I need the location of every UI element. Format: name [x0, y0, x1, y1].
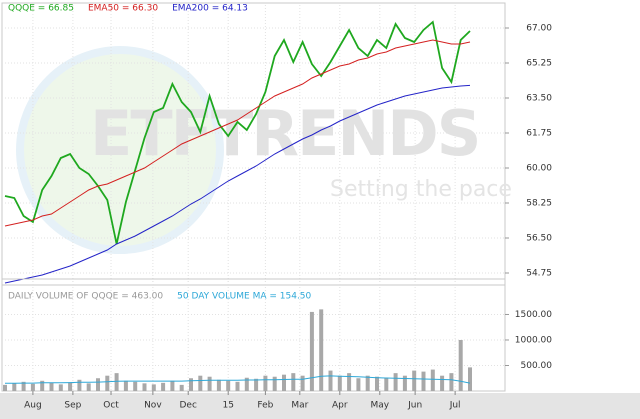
x-tick-label: 15 [222, 401, 233, 411]
volume-bar [254, 378, 259, 391]
volume-bar [300, 375, 305, 391]
y-tick-label: 58.25 [526, 199, 552, 209]
volume-bar [421, 371, 426, 391]
volume-bar [412, 370, 417, 391]
volume-bar [49, 382, 54, 391]
volume-bar [114, 373, 119, 391]
volume-bar [458, 339, 463, 391]
x-tick-label: Sep [64, 401, 81, 411]
volume-bar [235, 381, 240, 391]
x-tick-label: Jul [449, 401, 461, 411]
x-tick-label: May [370, 401, 389, 411]
y-tick-label: 56.50 [526, 234, 552, 244]
y-tick-label: 60.00 [526, 164, 552, 174]
volume-bar [105, 375, 110, 391]
volume-bar [244, 377, 249, 391]
x-tick-label: Feb [257, 401, 273, 411]
x-tick-label: Dec [179, 401, 196, 411]
series-line [5, 375, 471, 384]
volume-bar [151, 384, 156, 391]
volume-bar [468, 367, 472, 391]
volume-bar [21, 381, 26, 391]
y-tick-label: 54.75 [526, 269, 552, 279]
watermark-tagline: Setting the pace [330, 177, 512, 202]
volume-bar [319, 309, 324, 391]
volume-bar [263, 375, 268, 391]
legend-entry: QQQE = 66.85 [8, 4, 74, 14]
x-tick-label: Apr [332, 401, 348, 411]
volume-bar [142, 383, 147, 391]
volume-bar [216, 379, 221, 391]
volume-bar [393, 373, 398, 391]
volume-bar [402, 375, 407, 391]
volume-bar [282, 374, 286, 391]
x-tick-label: Jun [407, 401, 422, 411]
volume-bar [189, 378, 193, 391]
volume-bar [440, 375, 445, 391]
volume-bar [207, 376, 212, 391]
y-tick-label: 1500.00 [515, 310, 552, 320]
x-tick-label: Oct [103, 401, 119, 411]
series-line [4, 84, 471, 284]
legend-entry: EMA200 = 64.13 [172, 4, 248, 14]
watermark-circle [16, 46, 224, 254]
watermark-brand: ETFTRENDS [90, 97, 479, 170]
volume-bar [328, 370, 333, 391]
y-tick-label: 61.75 [526, 129, 552, 139]
volume-bar [40, 380, 45, 391]
y-tick-label: 63.50 [526, 94, 552, 104]
volume-bar [3, 384, 7, 391]
volume-bar [272, 376, 277, 391]
volume-bar [198, 375, 203, 391]
x-tick-label: Mar [291, 401, 308, 411]
volume-bar [337, 375, 342, 391]
volume-bar [309, 311, 314, 391]
plot-frame [1, 2, 506, 286]
volume-bar [430, 369, 435, 391]
volume-bar [347, 373, 352, 391]
volume-bar [179, 384, 184, 391]
legend-entry: DAILY VOLUME OF QQQE = 463.00 [8, 292, 163, 302]
plot-frame [1, 278, 506, 392]
volume-bar [161, 382, 166, 391]
series-line [4, 20, 471, 245]
volume-bar [68, 382, 73, 391]
volume-bar [226, 380, 231, 391]
x-tick-label: Aug [24, 401, 42, 411]
y-tick-label: 65.25 [526, 59, 552, 69]
y-tick-label: 500.00 [521, 361, 553, 371]
volume-bar [356, 378, 361, 391]
volume-bar [58, 384, 63, 391]
y-tick-label: 1000.00 [515, 335, 552, 345]
legend-entry: 50 DAY VOLUME MA = 154.50 [177, 292, 311, 302]
volume-bar [123, 380, 128, 391]
volume-bar [375, 376, 379, 391]
y-tick-label: 67.00 [526, 24, 552, 34]
x-tick-label: Nov [144, 401, 162, 411]
volume-bar [384, 377, 389, 391]
volume-bar [170, 380, 175, 391]
legend-entry: EMA50 = 66.30 [88, 4, 158, 14]
volume-bar [30, 383, 35, 391]
volume-bar [291, 373, 296, 391]
volume-bar [449, 373, 454, 391]
x-axis-band [0, 393, 640, 419]
series-line [4, 39, 471, 227]
volume-bar [133, 381, 138, 391]
volume-bar [12, 383, 17, 391]
volume-bar [365, 375, 370, 391]
volume-bar [96, 378, 100, 391]
volume-bar [77, 379, 82, 391]
volume-bar [86, 383, 91, 391]
